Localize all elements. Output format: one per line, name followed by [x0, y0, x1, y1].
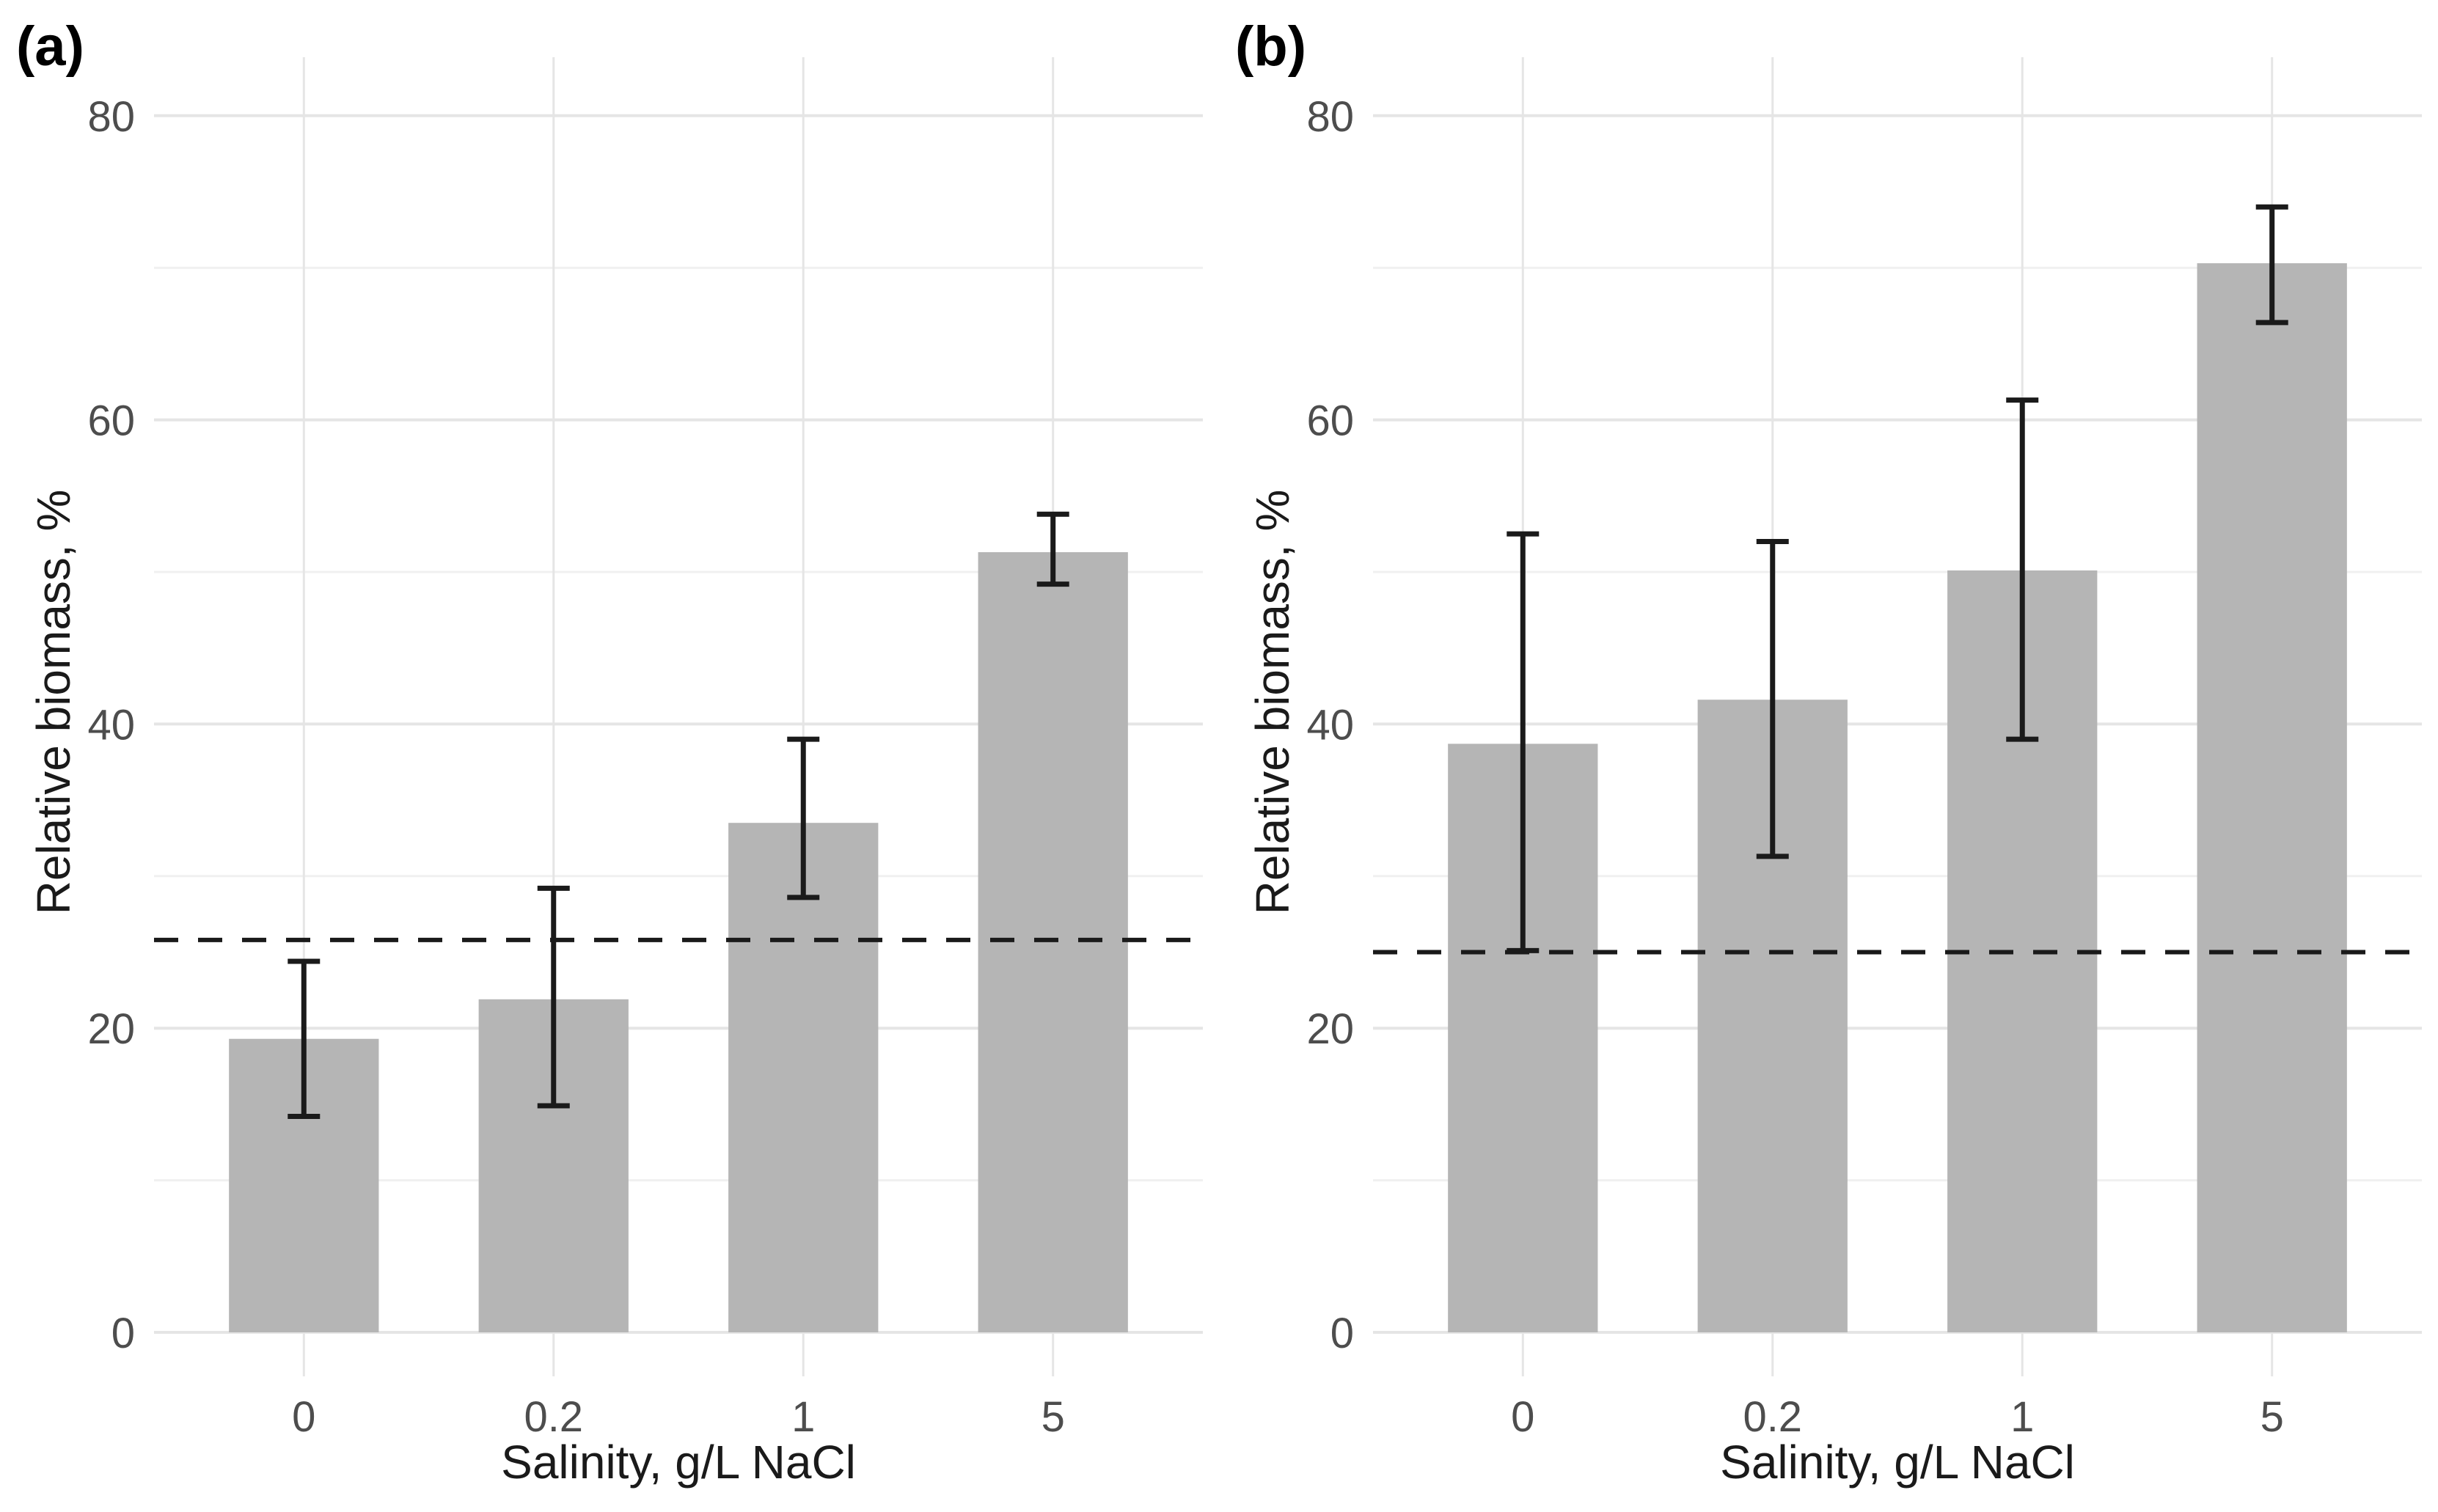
- y-tick-label: 40: [1306, 701, 1354, 749]
- y-tick-label: 20: [1306, 1005, 1354, 1053]
- panel-a: (a) 0 20 40 60 80 0 0.2 1 5 Salinity, g/L NaCl Rel…: [16, 15, 1203, 1489]
- y-tick-label: 60: [1306, 397, 1354, 445]
- y-tick-label: 40: [87, 701, 135, 749]
- x-tick-label: 0.2: [1743, 1393, 1802, 1441]
- x-axis-title: Salinity, g/L NaCl: [501, 1436, 856, 1489]
- x-tick-label: 0.2: [524, 1393, 583, 1441]
- y-tick-label: 0: [1330, 1310, 1354, 1357]
- y-axis-title: Relative biomass, %: [1246, 490, 1299, 915]
- x-tick-label: 0: [292, 1393, 315, 1441]
- panel-label-b: (b): [1235, 15, 1307, 78]
- x-tick-label: 1: [791, 1393, 815, 1441]
- x-axis-title: Salinity, g/L NaCl: [1720, 1436, 2075, 1489]
- bar-chart-panel-a: 0 20 40 60 80 0 0.2 1 5 Salinity, g/L NaCl Relativ…: [27, 57, 1203, 1489]
- bar: [2197, 263, 2347, 1332]
- bar: [728, 823, 879, 1332]
- x-tick-label: 1: [2010, 1393, 2034, 1441]
- y-tick-label: 60: [87, 397, 135, 445]
- y-axis-title: Relative biomass, %: [27, 490, 80, 915]
- bar-chart-panel-b: 0 20 40 60 80 0 0.2 1 5 Salinity, g/L NaCl Relativ…: [1246, 57, 2422, 1489]
- panel-b: (b) 0 20 40 60 80 0 0.2 1 5 Salinity, g/L NaCl Rel…: [1219, 0, 2438, 1512]
- y-tick-label: 80: [87, 93, 135, 141]
- bar: [978, 552, 1128, 1332]
- y-tick-label: 20: [87, 1005, 135, 1053]
- x-tick-label: 5: [1042, 1393, 1065, 1441]
- panel-label-a: (a): [16, 15, 84, 78]
- y-tick-label: 80: [1306, 93, 1354, 141]
- y-tick-label: 0: [111, 1310, 135, 1357]
- x-tick-label: 0: [1511, 1393, 1534, 1441]
- x-tick-label: 5: [2261, 1393, 2284, 1441]
